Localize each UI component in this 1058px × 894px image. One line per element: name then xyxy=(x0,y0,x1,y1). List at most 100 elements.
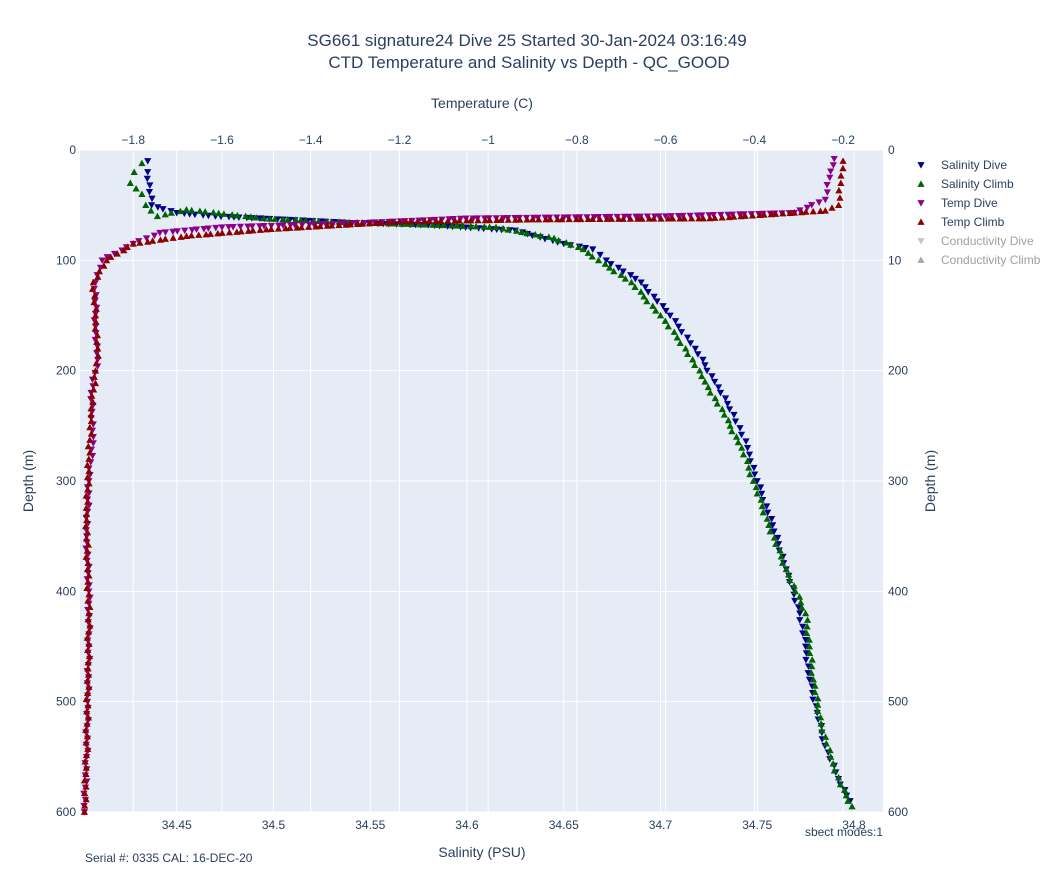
data-point xyxy=(244,227,253,234)
data-point xyxy=(83,677,91,684)
data-point xyxy=(757,484,765,491)
data-point xyxy=(814,694,822,702)
data-point xyxy=(748,211,757,219)
x-top-tick-label: −0.2 xyxy=(831,133,855,147)
data-point xyxy=(768,515,776,523)
data-point xyxy=(603,215,611,222)
data-point xyxy=(560,214,568,221)
data-point xyxy=(256,223,264,230)
data-point xyxy=(144,169,152,176)
data-point xyxy=(730,411,738,419)
legend-item[interactable]: Salinity Dive xyxy=(917,158,1007,172)
data-point xyxy=(614,264,623,272)
x-top-tick-label: −1.8 xyxy=(121,133,145,147)
data-point xyxy=(92,318,100,325)
data-point xyxy=(93,331,102,339)
data-point xyxy=(725,406,734,413)
data-point xyxy=(103,256,111,264)
data-point xyxy=(738,444,746,451)
data-point xyxy=(684,350,692,357)
data-point xyxy=(670,328,678,335)
y-right-tick-label: 10 xyxy=(888,253,902,267)
legend-item[interactable]: Salinity Climb xyxy=(917,177,1014,191)
data-point xyxy=(297,216,305,224)
data-point xyxy=(329,220,337,228)
data-point xyxy=(82,504,90,511)
data-point xyxy=(720,411,728,418)
data-point xyxy=(182,232,191,239)
data-point xyxy=(583,214,591,221)
data-point xyxy=(708,373,716,380)
data-point xyxy=(531,230,539,238)
data-point xyxy=(795,593,804,600)
x-bottom-tick-label: 34.5 xyxy=(262,818,286,832)
legend-marker xyxy=(917,256,925,263)
data-point xyxy=(83,516,91,524)
data-point xyxy=(765,521,773,529)
data-point xyxy=(779,209,787,217)
data-point xyxy=(542,215,550,223)
data-point xyxy=(177,233,185,240)
data-point xyxy=(627,272,635,279)
data-point xyxy=(815,199,823,206)
data-point xyxy=(701,362,709,369)
data-point xyxy=(530,214,538,222)
data-point xyxy=(85,571,93,579)
data-point xyxy=(694,351,702,358)
data-point xyxy=(86,436,94,443)
legend-item[interactable]: Temp Dive xyxy=(917,196,998,210)
data-point xyxy=(142,201,150,209)
data-point xyxy=(81,757,89,765)
data-point xyxy=(84,498,92,505)
data-point xyxy=(82,739,90,746)
y-right-tick-label: 300 xyxy=(888,474,908,488)
data-point xyxy=(836,780,845,788)
data-point xyxy=(596,251,604,259)
data-point xyxy=(242,212,250,220)
data-point xyxy=(220,210,228,217)
legend-item[interactable]: Temp Climb xyxy=(917,215,1005,229)
data-point xyxy=(698,372,706,380)
data-point xyxy=(763,515,771,522)
data-point xyxy=(621,275,629,282)
data-point xyxy=(823,189,832,196)
data-point xyxy=(703,367,711,375)
legend-label: Salinity Dive xyxy=(941,158,1007,172)
legend-label: Conductivity Dive xyxy=(941,234,1034,248)
data-point xyxy=(718,405,726,413)
legend-item[interactable]: Conductivity Dive xyxy=(917,234,1034,248)
x-bottom-tick-label: 34.45 xyxy=(162,818,192,832)
data-point xyxy=(588,253,596,260)
data-point xyxy=(445,216,453,223)
data-point xyxy=(252,214,260,221)
data-point xyxy=(836,194,844,201)
data-point xyxy=(829,162,837,169)
data-point xyxy=(734,438,742,446)
data-point xyxy=(643,213,652,221)
data-point xyxy=(94,352,102,359)
data-point xyxy=(745,451,754,459)
data-point xyxy=(753,490,761,497)
data-point xyxy=(90,298,98,306)
data-point xyxy=(804,670,812,677)
data-point xyxy=(686,340,695,347)
data-point xyxy=(821,196,829,204)
data-point xyxy=(674,323,683,331)
data-point xyxy=(365,219,373,227)
legend-item[interactable]: Conductivity Climb xyxy=(917,253,1041,267)
data-point xyxy=(233,228,241,235)
data-point xyxy=(704,383,712,391)
data-point xyxy=(282,224,290,232)
data-point xyxy=(98,257,106,264)
serial-cal-note: Serial #: 0335 CAL: 16-DEC-20 xyxy=(85,851,253,865)
data-point xyxy=(662,213,670,220)
data-point xyxy=(631,275,639,283)
chart-marks xyxy=(80,155,856,816)
data-point xyxy=(742,438,750,445)
data-point xyxy=(826,746,834,754)
data-point xyxy=(725,213,733,221)
data-point xyxy=(790,582,798,589)
data-point xyxy=(458,222,467,229)
data-point xyxy=(619,268,627,275)
data-point xyxy=(83,510,91,517)
